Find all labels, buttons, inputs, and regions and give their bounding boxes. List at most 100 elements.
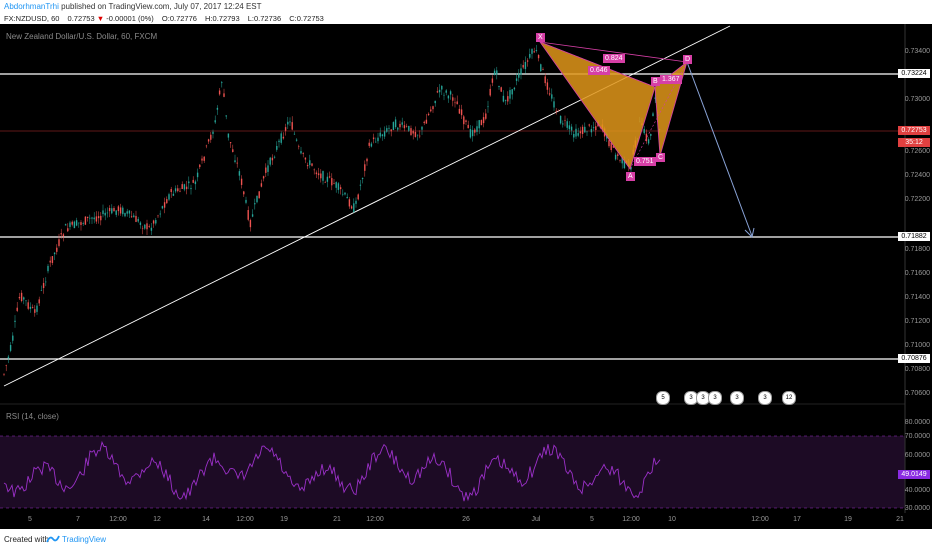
candle-body [645,133,648,142]
pattern-triangle-bcd[interactable] [654,60,688,157]
candle-body [621,157,623,164]
candle-body [161,206,164,209]
candle-body [592,127,595,129]
ratio-ac: 0.751 [634,157,656,166]
candle-body [251,214,254,217]
ohlc-bar: FX:NZDUSD, 60 0.72753 ▼ -0.00001 (0%) O:… [4,14,330,25]
time-axis[interactable]: 5 7 12:00 12 14 12:00 19 21 12:00 26 Jul… [0,513,932,529]
candles [3,44,661,377]
rsi-level-label: 40.0000 [904,487,930,494]
candle-body [588,124,590,126]
countdown-tag: 35:12 [898,138,930,147]
price-tag-resistance: 0.73224 [898,69,930,78]
pattern-xd-line [539,41,688,63]
candle-body [377,137,379,142]
candle-body [383,131,386,137]
candle-body [652,113,654,117]
candle-body [427,113,430,116]
candle-body [289,121,291,123]
candle-body [23,297,25,300]
candle-body [381,134,384,137]
event-flag-icon[interactable]: 12 [782,391,796,405]
candle-body [282,136,285,139]
candle-body [394,119,397,128]
candle-body [326,176,329,182]
publish-text: published on TradingView.com, July 07, 2… [61,2,262,11]
candle-body [9,345,12,351]
candle-body [100,215,102,221]
candle-body [564,120,566,121]
candle-body [485,113,487,119]
candle-body [548,93,551,95]
candle-body [619,160,621,161]
candle-body [262,176,265,179]
pattern-triangle-xab[interactable] [538,41,656,170]
rsi-line [3,440,661,502]
candle-body [42,283,45,288]
candle-body [273,156,276,158]
candle-body [5,365,7,366]
candle-body [12,335,14,341]
candle-body [447,95,450,99]
candle-body [243,191,245,195]
price-label: 0.72200 [904,196,930,203]
candle-body [78,222,80,224]
candle-body [397,127,399,130]
candle-body [412,131,414,134]
candle-body [128,210,131,214]
candle-body [630,166,632,170]
tradingview-brand[interactable]: TradingView [62,535,107,544]
candle-body [29,306,32,309]
candle-body [496,70,498,75]
candle-body [27,302,29,309]
price-chart[interactable]: New Zealand Dollar/U.S. Dollar, 60, FXCM… [0,24,932,529]
candle-body [568,125,571,130]
candle-body [324,182,326,183]
candle-body [577,133,579,136]
candle-body [421,126,423,130]
event-flag-icon[interactable]: 5 [656,391,670,405]
event-flag-icon[interactable]: 3 [684,391,698,405]
candle-body [196,172,199,178]
candle-body [489,88,491,96]
candle-body [524,61,527,70]
candle-body [75,220,78,226]
candle-body [168,194,170,200]
candle-body [339,187,342,190]
chart-canvas[interactable] [0,24,932,529]
rsi-level-label: 30.0000 [904,505,930,512]
candle-body [205,145,208,147]
event-flag-icon[interactable]: 3 [708,391,722,405]
candle-body [122,207,124,215]
price-label: 0.73400 [904,48,930,55]
candle-body [45,281,47,283]
event-flag-icon[interactable]: 3 [758,391,772,405]
candle-body [185,186,188,190]
candle-body [201,158,203,161]
candle-body [344,192,346,195]
candle-body [401,122,403,125]
candle-body [311,163,313,166]
candle-body [280,133,282,143]
candle-body [232,149,234,153]
candle-body [643,128,645,134]
candle-body [69,222,71,227]
event-flag-icon[interactable]: 3 [730,391,744,405]
candle-body [441,85,443,90]
candle-body [67,228,69,232]
candle-body [278,140,280,143]
open-value: O:0.72776 [161,14,197,23]
candle-body [212,131,214,134]
time-label: 12:00 [236,516,254,523]
candle-body [80,222,82,225]
time-label: 5 [28,516,32,523]
candle-body [458,108,461,114]
author-link[interactable]: AbdorhmanTrhi [4,2,59,11]
candle-body [102,210,104,215]
chart-title: New Zealand Dollar/U.S. Dollar, 60, FXCM [6,32,158,41]
candle-body [328,176,331,178]
projection-arrow[interactable] [686,61,753,237]
candle-body [608,140,610,147]
candle-body [493,70,496,75]
candle-body [7,356,10,359]
